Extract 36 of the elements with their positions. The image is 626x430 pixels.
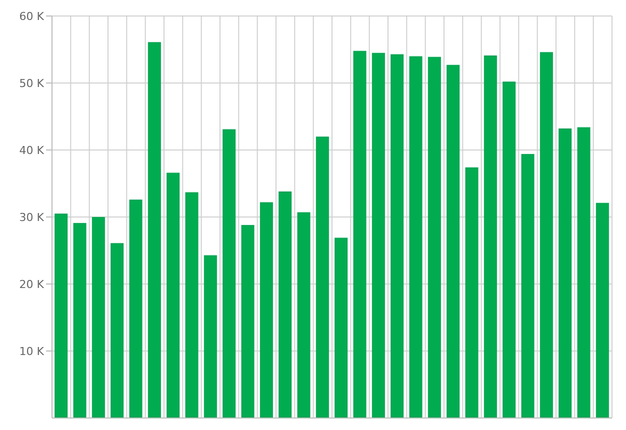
bar: [428, 56, 441, 418]
bar: [502, 82, 516, 418]
bar: [222, 129, 236, 418]
bar: [204, 255, 217, 418]
bar: [353, 50, 366, 418]
bar: [54, 214, 68, 418]
bar: [278, 192, 292, 418]
bar: [409, 56, 422, 418]
bar: [92, 217, 105, 418]
bar: [390, 54, 404, 418]
y-tick-label: 50 K: [19, 76, 45, 90]
bar: [148, 42, 161, 418]
bar: [110, 243, 124, 418]
bar: [465, 167, 478, 418]
y-tick-label: 10 K: [19, 344, 45, 358]
y-tick-label: 40 K: [19, 144, 45, 157]
bar: [129, 200, 142, 418]
bar: [484, 56, 497, 418]
bar: [185, 192, 198, 418]
bar: [372, 52, 385, 418]
y-tick-label: 20 K: [19, 278, 45, 291]
bar: [316, 136, 329, 418]
bar: [297, 212, 310, 418]
bar: [577, 127, 590, 418]
bar: [540, 52, 553, 418]
y-tick-label: 60 K: [19, 10, 45, 23]
bar: [260, 202, 273, 418]
bar: [596, 202, 609, 418]
bar: [166, 172, 180, 418]
bar: [334, 238, 348, 418]
y-tick-label: 30 K: [19, 210, 45, 224]
bar: [241, 225, 254, 418]
bar: [521, 154, 534, 418]
bar: [558, 128, 572, 418]
bar: [73, 223, 86, 418]
bar: [446, 64, 460, 418]
